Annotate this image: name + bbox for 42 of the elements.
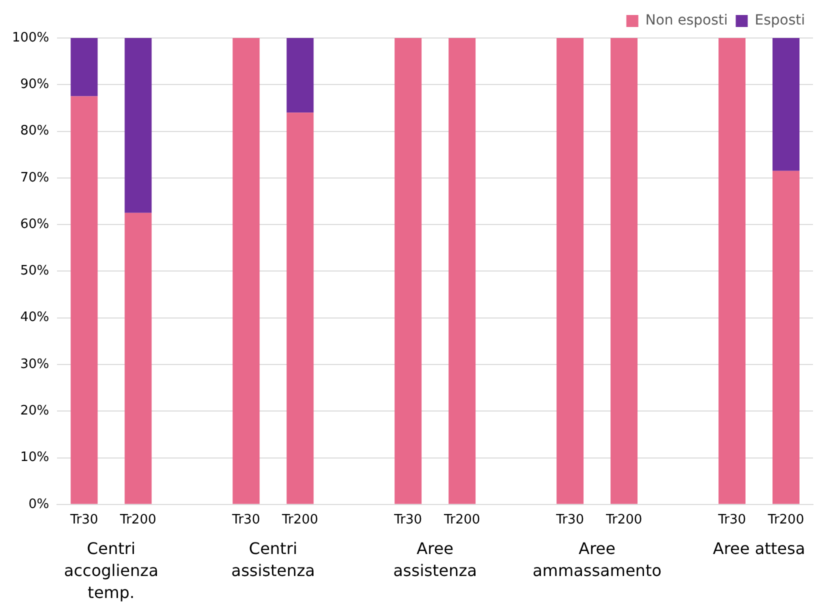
- text: Aree attesa: [712, 539, 806, 558]
- y-tick-label: 40%: [20, 310, 50, 326]
- bar: [124, 212, 152, 504]
- x-tick-label: Tr200: [442, 512, 480, 528]
- x-tick-label: Tr30: [393, 512, 422, 528]
- x-tick-label: Tr200: [119, 512, 156, 528]
- x-tick-label: Tr30: [69, 512, 98, 528]
- x-tick-label: Tr200: [766, 512, 804, 528]
- bar: [232, 38, 260, 504]
- bar: [448, 38, 476, 504]
- bar: [286, 38, 314, 113]
- y-tick-label: 20%: [20, 403, 50, 418]
- bar: [772, 170, 800, 504]
- y-tick-label: 30%: [20, 356, 50, 372]
- text: Aree assistenza: [393, 539, 477, 580]
- y-tick-label: 80%: [20, 124, 50, 139]
- x-tick-label: Tr200: [281, 512, 318, 528]
- bar: [70, 38, 98, 96]
- y-tick-label: 10%: [20, 450, 50, 466]
- bar: [124, 38, 152, 213]
- bar: [610, 38, 638, 504]
- text: Centri assistenza: [231, 539, 315, 580]
- y-tick-label: 100%: [12, 30, 50, 46]
- text: Aree ammassamento: [532, 539, 662, 580]
- y-tick-label: 60%: [20, 216, 50, 232]
- y-tick-label: 0%: [28, 496, 50, 512]
- bar: [286, 112, 314, 504]
- legend-label: Esposti: [754, 12, 805, 29]
- bar: [394, 38, 422, 504]
- legend-label: Non esposti: [645, 12, 728, 29]
- bar: [718, 38, 746, 504]
- text: Centri accoglienza temp.: [64, 539, 158, 602]
- y-tick-label: 90%: [20, 77, 50, 92]
- y-tick-label: 50%: [20, 264, 50, 279]
- x-tick-label: Tr200: [604, 512, 642, 528]
- bar: [70, 96, 98, 504]
- x-tick-label: Tr30: [555, 512, 584, 528]
- bar: [556, 38, 584, 504]
- x-tick-label: Tr30: [717, 512, 746, 528]
- x-tick-label: Tr30: [231, 512, 260, 528]
- y-tick-label: 70%: [20, 170, 50, 186]
- bar: [772, 38, 800, 171]
